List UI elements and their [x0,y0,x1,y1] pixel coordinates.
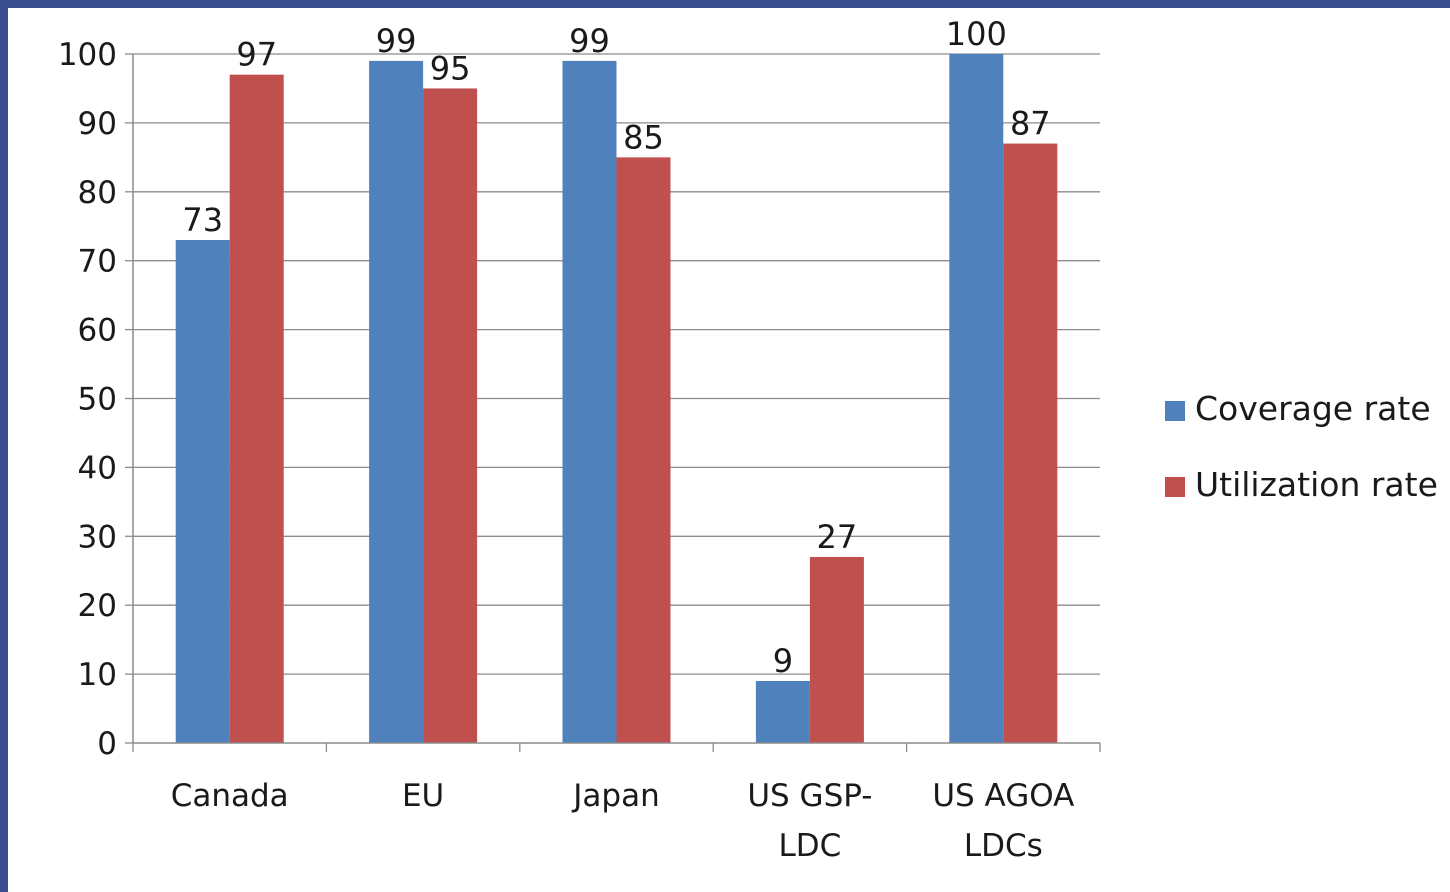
bar-utilization [616,157,671,744]
legend-label: Utilization rate [1195,465,1438,504]
bar-coverage [562,60,617,743]
x-tick-label: Japan [571,778,659,814]
bar-utilization [423,88,478,743]
y-tick-label: 20 [78,588,117,624]
y-tick-label: 0 [97,726,117,762]
data-label: 9 [773,642,793,680]
bars [175,54,1058,744]
bar-coverage [369,60,424,743]
y-tick-label: 100 [58,37,117,73]
legend: Coverage rate Utilization rate [1165,389,1438,504]
y-tick-label: 10 [78,657,117,693]
data-label: 100 [946,15,1007,53]
bar-chart: 0 10 20 30 40 50 60 70 80 90 100 Canada EU Japan US G… [58,15,1438,864]
x-tick-label: EU [402,778,444,814]
x-tick-labels: Canada EU Japan US GSP-LDC US AGOA LDCs [171,778,1075,864]
y-tick-label: 30 [78,519,117,555]
y-tick-label: 90 [78,106,117,142]
data-label: 99 [569,22,610,60]
y-tick-label: 70 [78,244,117,280]
bar-coverage [755,680,810,743]
bar-utilization [229,74,284,744]
x-tick-label: Canada [171,778,289,814]
data-labels: 73 97 99 95 99 85 9 27 100 87 [182,15,1050,680]
data-label: 97 [236,36,277,74]
data-label: 99 [376,22,417,60]
data-label: 95 [430,49,471,87]
chart-frame: 0 10 20 30 40 50 60 70 80 90 100 Canada EU Japan US G… [8,8,1450,892]
legend-swatch [1165,477,1185,497]
y-tick-label: 40 [78,450,117,486]
y-tick-label: 80 [78,175,117,211]
bar-coverage [949,54,1004,743]
legend-swatch [1165,401,1185,421]
data-label: 73 [182,201,223,239]
data-label: 85 [623,118,664,156]
x-tick-label: US GSP-LDC [747,778,872,864]
data-label: 27 [817,518,858,556]
axes [125,53,1101,752]
y-tick-labels: 0 10 20 30 40 50 60 70 80 90 100 [58,37,117,762]
legend-label: Coverage rate [1195,389,1431,428]
data-label: 87 [1010,105,1051,143]
y-tick-label: 50 [78,382,117,418]
y-tick-label: 60 [78,313,117,349]
bar-utilization [1003,143,1058,743]
bar-utilization [809,556,864,743]
bar-coverage [175,240,230,743]
x-tick-label: US AGOA LDCs [932,778,1074,864]
